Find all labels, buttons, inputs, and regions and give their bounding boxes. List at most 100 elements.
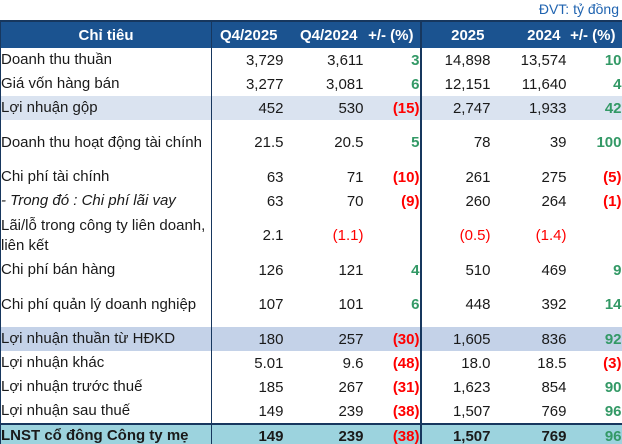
value-cell: 96 <box>604 402 622 420</box>
value-cell: (9) <box>363 189 422 213</box>
value-cell: 1,605 <box>420 327 491 351</box>
value-cell: 180 <box>211 327 284 351</box>
value-cell: 3 <box>363 48 422 72</box>
value-cell: 2.1 <box>262 227 284 244</box>
value-cell: 149 <box>211 423 284 444</box>
value-cell: 92 <box>566 327 622 351</box>
value-cell: 21.5 <box>254 134 284 151</box>
value-cell: 769 <box>541 402 567 420</box>
value-cell: 264 <box>541 192 567 210</box>
value-cell: 9 <box>613 261 622 279</box>
value-cell: 63 <box>266 168 284 186</box>
value-cell: 71 <box>346 168 364 186</box>
row-label: Giá vốn hàng bán <box>0 72 212 96</box>
value-cell: 854 <box>541 378 567 396</box>
table-row: Lợi nhuận trước thuế 185 267 (31) 1,623 854 90 <box>0 375 622 399</box>
table-row: Doanh thu thuần 3,729 3,611 3 14,898 13,574 10 <box>0 48 622 72</box>
value-cell: 1,507 <box>452 402 491 420</box>
column-header: +/- (%) <box>566 21 622 48</box>
table-row: Lợi nhuận khác 5.01 9.6 (48) 18.0 18.5 (3) <box>0 351 622 375</box>
table-row: Lợi nhuận gộp 452 530 (15) 2,747 1,933 42 <box>0 96 622 120</box>
column-header: Q4/2024 <box>283 21 364 48</box>
value-cell: (15) <box>363 96 422 120</box>
value-cell: 3,729 <box>245 51 284 69</box>
value-cell: 78 <box>473 134 491 151</box>
unit-note: ĐVT: tỷ đồng <box>538 1 619 17</box>
value-cell: 239 <box>283 423 364 444</box>
table-row: - Trong đó : Chi phí lãi vay 63 70 (9) 260 26… <box>0 189 622 213</box>
value-cell: (10) <box>363 165 422 189</box>
column-header: 2025 <box>420 21 491 48</box>
value-cell: 469 <box>541 261 567 279</box>
row-label: Lợi nhuận trước thuế <box>0 375 212 399</box>
table-row: LNST cổ đông Công ty mẹ 149 239 (38) 1,507 76… <box>0 423 622 444</box>
value-cell: 3,277 <box>245 75 284 93</box>
value-cell: 39 <box>549 134 567 151</box>
row-label: Lợi nhuận gộp <box>0 96 212 120</box>
value-cell: 13,574 <box>520 51 567 69</box>
value-cell: 14 <box>604 296 622 313</box>
value-cell: 107 <box>258 296 284 313</box>
table-row: Giá vốn hàng bán 3,277 3,081 6 12,151 11,640 4 <box>0 72 622 96</box>
value-cell: 267 <box>338 378 364 396</box>
value-cell: 3,611 <box>327 51 364 69</box>
value-cell: (5) <box>603 168 622 186</box>
row-label: Lợi nhuận sau thuế <box>0 399 212 424</box>
value-cell: 18.0 <box>461 354 491 372</box>
value-cell: 260 <box>465 192 491 210</box>
value-cell: 63 <box>266 192 284 210</box>
value-cell: (48) <box>363 351 422 375</box>
value-cell: 6 <box>363 72 422 96</box>
table-row: Chi phí bán hàng 126 121 4 510 469 9 <box>0 258 622 282</box>
value-cell: 5 <box>363 120 422 165</box>
table-row: Lợi nhuận sau thuế 149 239 (38) 1,507 769 96 <box>0 399 622 424</box>
table-row: Doanh thu hoạt động tài chính 21.5 20.5 5 78… <box>0 120 622 165</box>
column-header: Q4/2025 <box>211 21 284 48</box>
value-cell: 70 <box>346 192 364 210</box>
value-cell: 530 <box>283 96 364 120</box>
value-cell: (1.4) <box>535 227 567 244</box>
value-cell: 6 <box>363 282 422 327</box>
value-cell: 1,623 <box>452 378 491 396</box>
row-label: LNST cổ đông Công ty mẹ <box>0 423 212 444</box>
value-cell: 10 <box>604 51 622 69</box>
value-cell <box>363 213 422 258</box>
value-cell: 836 <box>490 327 567 351</box>
value-cell: 769 <box>490 423 567 444</box>
value-cell: (0.5) <box>459 227 491 244</box>
value-cell: (31) <box>363 375 422 399</box>
value-cell: 261 <box>465 168 491 186</box>
value-cell: 5.01 <box>254 354 284 372</box>
header-row: Chỉ tiêu Q4/2025 Q4/2024 +/- (%) 2025 2024 +/-… <box>0 21 622 48</box>
row-label: Chi phí tài chính <box>0 165 212 189</box>
row-label: Doanh thu hoạt động tài chính <box>0 120 212 165</box>
value-cell: 4 <box>613 75 622 93</box>
table-row: Chi phí tài chính 63 71 (10) 261 275 (5) <box>0 165 622 189</box>
table-row: Lãi/lỗ trong công ty liên doanh, liên kế… <box>0 213 622 258</box>
value-cell: 100 <box>596 134 622 151</box>
row-label: Chi phí bán hàng <box>0 258 212 282</box>
table-header: Chỉ tiêu Q4/2025 Q4/2024 +/- (%) 2025 2024 +/-… <box>0 21 622 48</box>
table-row: Chi phí quản lý doanh nghiệp 107 101 6 448 39… <box>0 282 622 327</box>
financial-table: Chỉ tiêu Q4/2025 Q4/2024 +/- (%) 2025 2024 +/-… <box>0 20 622 444</box>
value-cell: 510 <box>465 261 491 279</box>
column-header: 2024 <box>490 21 567 48</box>
value-cell: 101 <box>338 296 364 313</box>
value-cell: 149 <box>258 402 284 420</box>
value-cell: 1,933 <box>490 96 567 120</box>
value-cell: (38) <box>363 423 422 444</box>
table-row: Lợi nhuận thuần từ HĐKD 180 257 (30) 1,605 83… <box>0 327 622 351</box>
value-cell: 3,081 <box>325 75 364 93</box>
row-label: Chi phí quản lý doanh nghiệp <box>0 282 212 327</box>
value-cell: 452 <box>211 96 284 120</box>
value-cell: 275 <box>541 168 567 186</box>
value-cell: 4 <box>363 258 422 282</box>
value-cell: 2,747 <box>420 96 491 120</box>
value-cell: 18.5 <box>537 354 567 372</box>
value-cell: 392 <box>541 296 567 313</box>
row-label: Lợi nhuận khác <box>0 351 212 375</box>
value-cell: (1.1) <box>332 227 364 244</box>
value-cell: (1) <box>603 192 622 210</box>
value-cell: 126 <box>258 261 284 279</box>
